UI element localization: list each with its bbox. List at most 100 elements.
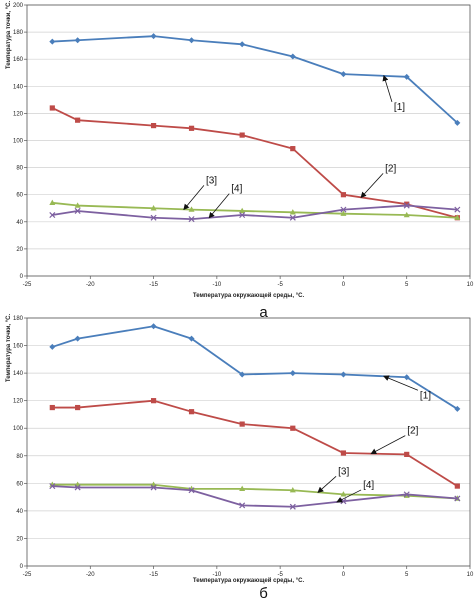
data-point xyxy=(340,206,347,213)
x-tick-label: -25 xyxy=(23,572,32,578)
y-tick-label: 60 xyxy=(16,193,23,199)
data-point xyxy=(289,214,296,221)
annotations: [1] [2] [3] [4] xyxy=(183,74,405,219)
data-point xyxy=(75,404,81,411)
data-point xyxy=(340,371,347,378)
y-tick-label: 60 xyxy=(16,481,23,487)
data-point xyxy=(239,421,245,427)
panel-caption: а xyxy=(259,304,268,321)
x-tick-label: 10 xyxy=(467,572,474,578)
series-line xyxy=(52,399,458,487)
x-tick-label: 10 xyxy=(467,282,474,288)
y-tick-label: 80 xyxy=(16,454,23,460)
y-tick-labels: 0 20 40 60 80 100 120 140 160 180 200 xyxy=(13,3,24,280)
data-point xyxy=(188,37,195,44)
data-point xyxy=(289,487,296,493)
data-point xyxy=(150,205,157,211)
data-point xyxy=(150,33,157,40)
data-point xyxy=(340,491,347,497)
y-tick-label: 100 xyxy=(13,426,24,432)
series-line xyxy=(52,325,458,410)
data-point xyxy=(454,495,461,502)
annotation-arrow xyxy=(317,475,337,493)
y-tick-label: 140 xyxy=(13,84,24,90)
annotation-arrow xyxy=(208,193,230,219)
data-point xyxy=(74,484,81,491)
y-axis-label: Температура точки, °С. xyxy=(6,1,12,70)
data-point xyxy=(150,323,157,330)
data-point xyxy=(403,491,410,498)
x-tick-label: -5 xyxy=(277,282,283,288)
data-point xyxy=(75,117,81,123)
x-tick-label: -5 xyxy=(277,572,283,578)
x-tick-label: 5 xyxy=(405,572,409,578)
data-point xyxy=(289,370,296,377)
x-axis-label: Температура окружающей среды, °С. xyxy=(193,292,305,299)
y-tick-label: 40 xyxy=(16,220,23,226)
data-point xyxy=(188,409,195,415)
data-point xyxy=(404,201,410,207)
data-point xyxy=(49,105,55,111)
data-point xyxy=(454,119,461,126)
x-tick-labels: -25 -20 -15 -10 -5 0 5 10 xyxy=(23,572,474,578)
data-point xyxy=(289,53,296,60)
data-point xyxy=(239,502,246,509)
y-tick-labels: 0 20 40 60 80 100 120 140 160 180 xyxy=(13,316,24,570)
data-point xyxy=(403,73,410,80)
data-point xyxy=(340,450,347,456)
data-point xyxy=(49,483,56,490)
annotation-label: [2] xyxy=(385,163,396,174)
annotation-label: [1] xyxy=(394,102,405,113)
data-point xyxy=(340,210,347,216)
annotation-label: [2] xyxy=(407,426,418,437)
data-point xyxy=(403,211,410,218)
x-tick-label: -15 xyxy=(149,572,158,578)
x-tick-labels: -25 -20 -15 -10 -5 0 5 10 xyxy=(23,282,474,288)
data-point xyxy=(454,214,461,220)
data-point xyxy=(239,132,245,138)
data-point xyxy=(188,216,195,223)
data-point xyxy=(403,202,410,209)
x-tick-label: 0 xyxy=(342,572,346,578)
y-tick-label: 120 xyxy=(13,399,24,405)
data-point xyxy=(49,343,56,350)
panel-caption: б xyxy=(259,585,268,599)
y-tick-label: 160 xyxy=(13,57,24,63)
annotation-label: [4] xyxy=(231,184,242,195)
annotation-arrow xyxy=(382,74,393,102)
data-point xyxy=(454,483,460,489)
data-point xyxy=(340,71,347,78)
data-point xyxy=(150,484,157,491)
annotations: [1] [2] [3] [4] xyxy=(317,375,431,503)
data-point xyxy=(49,212,56,219)
data-point xyxy=(289,503,296,510)
data-point xyxy=(188,335,195,342)
x-tick-label: -25 xyxy=(23,282,32,288)
plot-area xyxy=(26,4,471,277)
data-point xyxy=(454,405,461,412)
y-tick-label: 160 xyxy=(13,344,24,350)
data-point xyxy=(290,425,296,431)
annotation-arrow xyxy=(383,375,419,391)
y-tick-label: 100 xyxy=(13,139,24,145)
y-tick-label: 20 xyxy=(16,536,23,542)
y-tick-label: 180 xyxy=(13,30,24,36)
x-tick-label: 0 xyxy=(342,282,346,288)
data-point xyxy=(49,199,56,206)
data-point xyxy=(74,202,81,208)
data-point xyxy=(188,125,195,131)
data-point xyxy=(49,404,55,411)
data-point xyxy=(239,207,246,214)
data-point xyxy=(74,207,81,214)
annotation-arrow xyxy=(370,435,406,455)
y-tick-label: 200 xyxy=(13,3,24,9)
data-point xyxy=(239,371,246,378)
data-point xyxy=(290,146,296,152)
annotation-label: [4] xyxy=(363,480,374,491)
data-point xyxy=(74,37,81,44)
y-axis-label: Температура точки, °С. xyxy=(6,314,12,383)
y-tick-label: 180 xyxy=(13,316,24,322)
